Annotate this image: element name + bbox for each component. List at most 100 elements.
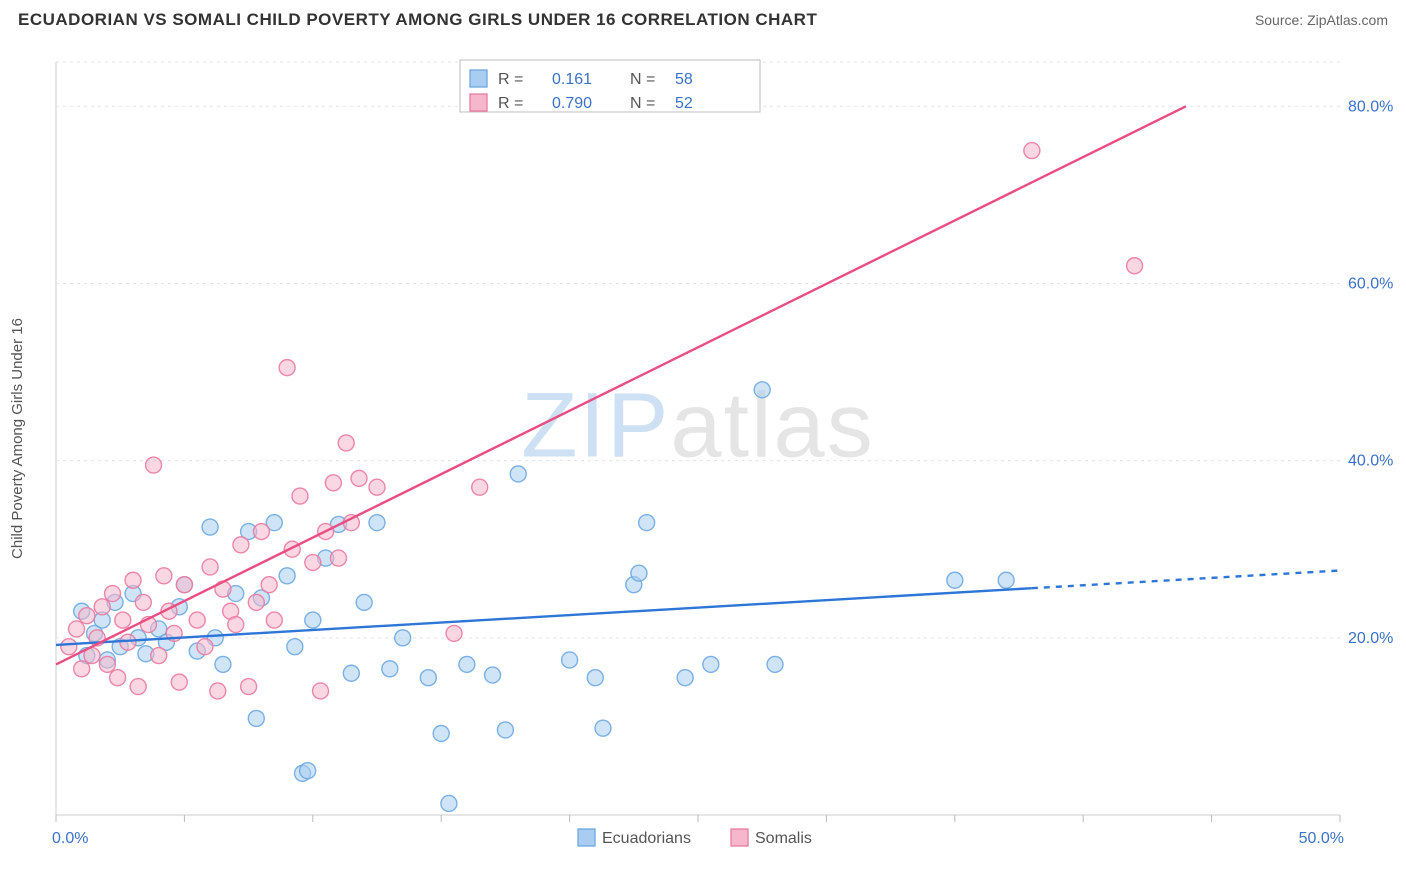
data-point bbox=[94, 599, 110, 615]
data-point bbox=[305, 555, 321, 571]
data-point bbox=[369, 515, 385, 531]
data-point bbox=[395, 630, 411, 646]
legend-r-label: R = bbox=[498, 71, 523, 88]
data-point bbox=[176, 577, 192, 593]
watermark: ZIPatlas bbox=[521, 375, 874, 477]
data-point bbox=[228, 617, 244, 633]
legend-n-value: 58 bbox=[675, 71, 693, 88]
data-point bbox=[210, 683, 226, 699]
data-point bbox=[703, 656, 719, 672]
y-tick-label: 80.0% bbox=[1348, 98, 1393, 115]
source-name: ZipAtlas.com bbox=[1307, 12, 1388, 28]
regression-line bbox=[56, 106, 1186, 664]
legend-n-label: N = bbox=[630, 95, 655, 112]
data-point bbox=[446, 625, 462, 641]
data-point bbox=[343, 665, 359, 681]
data-point bbox=[248, 594, 264, 610]
data-point bbox=[595, 720, 611, 736]
data-point bbox=[79, 608, 95, 624]
data-point bbox=[325, 475, 341, 491]
data-point bbox=[279, 568, 295, 584]
data-point bbox=[998, 572, 1014, 588]
data-point bbox=[433, 725, 449, 741]
x-min-label: 0.0% bbox=[52, 830, 88, 847]
data-point bbox=[631, 565, 647, 581]
chart-source: Source: ZipAtlas.com bbox=[1255, 12, 1388, 28]
data-point bbox=[202, 519, 218, 535]
data-point bbox=[69, 621, 85, 637]
data-point bbox=[330, 550, 346, 566]
data-point bbox=[279, 360, 295, 376]
data-point bbox=[459, 656, 475, 672]
data-point bbox=[338, 435, 354, 451]
data-point bbox=[253, 524, 269, 540]
data-point bbox=[110, 670, 126, 686]
data-point bbox=[189, 612, 205, 628]
data-point bbox=[947, 572, 963, 588]
data-point bbox=[266, 612, 282, 628]
data-point bbox=[171, 674, 187, 690]
data-point bbox=[754, 382, 770, 398]
legend-r-label: R = bbox=[498, 95, 523, 112]
legend-swatch bbox=[470, 70, 487, 87]
data-point bbox=[261, 577, 277, 593]
source-prefix: Source: bbox=[1255, 12, 1307, 28]
data-point bbox=[485, 667, 501, 683]
data-point bbox=[241, 679, 257, 695]
data-point bbox=[287, 639, 303, 655]
data-point bbox=[382, 661, 398, 677]
data-point bbox=[99, 656, 115, 672]
data-point bbox=[130, 679, 146, 695]
series-label: Ecuadorians bbox=[602, 830, 691, 847]
data-point bbox=[510, 466, 526, 482]
data-point bbox=[248, 710, 264, 726]
data-point bbox=[305, 612, 321, 628]
data-point bbox=[146, 457, 162, 473]
data-point bbox=[369, 479, 385, 495]
legend-n-value: 52 bbox=[675, 95, 693, 112]
data-point bbox=[156, 568, 172, 584]
data-point bbox=[313, 683, 329, 699]
data-point bbox=[233, 537, 249, 553]
data-point bbox=[300, 763, 316, 779]
x-max-label: 50.0% bbox=[1299, 830, 1344, 847]
data-point bbox=[441, 795, 457, 811]
legend-swatch bbox=[470, 94, 487, 111]
data-point bbox=[292, 488, 308, 504]
data-point bbox=[351, 470, 367, 486]
data-point bbox=[587, 670, 603, 686]
data-point bbox=[61, 639, 77, 655]
legend-n-label: N = bbox=[630, 71, 655, 88]
data-point bbox=[472, 479, 488, 495]
y-tick-label: 40.0% bbox=[1348, 453, 1393, 470]
data-point bbox=[202, 559, 218, 575]
data-point bbox=[125, 572, 141, 588]
series-swatch bbox=[578, 829, 595, 846]
regression-line-extrapolated bbox=[1032, 570, 1340, 588]
data-point bbox=[104, 586, 120, 602]
data-point bbox=[497, 722, 513, 738]
chart-title: ECUADORIAN VS SOMALI CHILD POVERTY AMONG… bbox=[18, 10, 817, 30]
data-point bbox=[356, 594, 372, 610]
legend-r-value: 0.790 bbox=[552, 95, 592, 112]
legend-r-value: 0.161 bbox=[552, 71, 592, 88]
data-point bbox=[115, 612, 131, 628]
data-point bbox=[677, 670, 693, 686]
data-point bbox=[135, 594, 151, 610]
series-swatch bbox=[731, 829, 748, 846]
data-point bbox=[420, 670, 436, 686]
chart-area: 20.0%40.0%60.0%80.0%0.0%50.0%Child Pover… bbox=[0, 40, 1406, 892]
y-tick-label: 60.0% bbox=[1348, 275, 1393, 292]
data-point bbox=[74, 661, 90, 677]
data-point bbox=[215, 656, 231, 672]
y-tick-label: 20.0% bbox=[1348, 630, 1393, 647]
data-point bbox=[1024, 143, 1040, 159]
data-point bbox=[1127, 258, 1143, 274]
correlation-scatter-chart: 20.0%40.0%60.0%80.0%0.0%50.0%Child Pover… bbox=[0, 40, 1406, 892]
data-point bbox=[767, 656, 783, 672]
data-point bbox=[197, 639, 213, 655]
chart-header: ECUADORIAN VS SOMALI CHILD POVERTY AMONG… bbox=[0, 0, 1406, 36]
data-point bbox=[639, 515, 655, 531]
data-point bbox=[562, 652, 578, 668]
series-label: Somalis bbox=[755, 830, 812, 847]
